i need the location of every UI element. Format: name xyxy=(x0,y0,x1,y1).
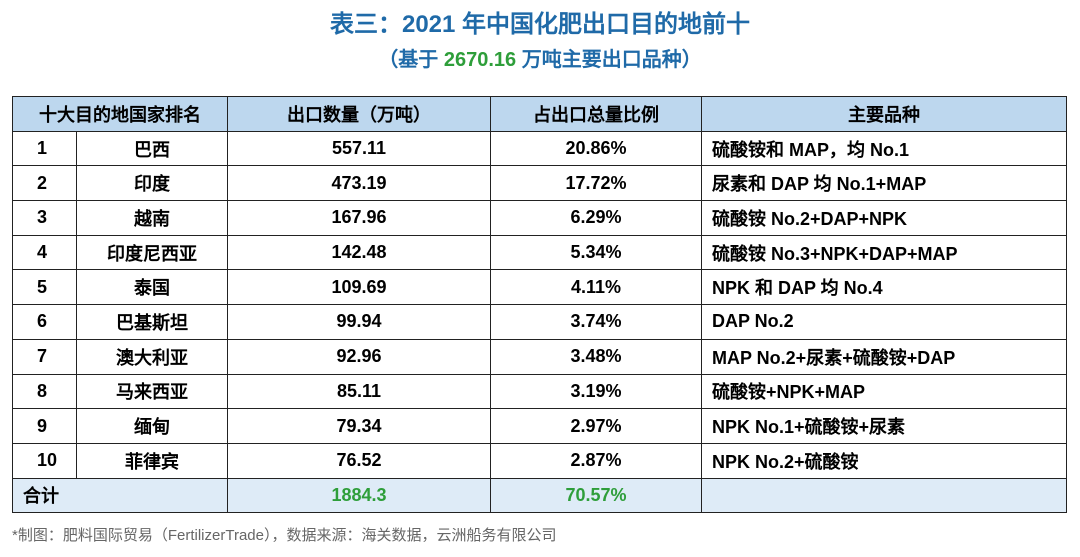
page-subtitle: （基于 2670.16 万吨主要出口品种） xyxy=(0,44,1080,76)
share-cell: 5.34% xyxy=(490,234,702,271)
rank-cell: 4 xyxy=(12,234,77,271)
subtitle-total-value: 2670.16 xyxy=(443,49,517,71)
share-cell: 17.72% xyxy=(490,165,702,202)
share-cell: 3.19% xyxy=(490,373,702,410)
page-title: 表三：2021 年中国化肥出口目的地前十 xyxy=(329,11,751,38)
rank-cell: 1 xyxy=(12,130,77,167)
total-row: 合计 1884.3 70.57% xyxy=(12,477,1067,514)
share-cell: 2.97% xyxy=(490,408,702,444)
rank-cell: 5 xyxy=(12,269,77,306)
country-cell: 巴西 xyxy=(76,130,228,167)
rank-cell: 8 xyxy=(12,373,77,410)
main-types-cell: 尿素和 DAP 均 No.1+MAP xyxy=(701,165,1067,202)
quantity-cell: 85.11 xyxy=(227,373,491,410)
quantity-cell: 76.52 xyxy=(227,442,491,479)
share-cell: 6.29% xyxy=(490,200,702,236)
main-types-cell: MAP No.2+尿素+硫酸铵+DAP xyxy=(701,338,1067,375)
country-cell: 泰国 xyxy=(76,269,228,306)
quantity-cell: 557.11 xyxy=(227,130,491,167)
main-types-cell: 硫酸铵 No.3+NPK+DAP+MAP xyxy=(701,234,1067,271)
table-row: 4 印度尼西亚 142.48 5.34% 硫酸铵 No.3+NPK+DAP+MAP xyxy=(12,234,1067,271)
header-quantity: 出口数量（万吨） xyxy=(227,96,491,132)
subtitle-suffix: 万吨主要出口品种） xyxy=(516,49,702,71)
country-cell: 印度 xyxy=(76,165,228,202)
main-types-cell: NPK 和 DAP 均 No.4 xyxy=(701,269,1067,306)
rank-cell: 6 xyxy=(12,304,77,340)
share-cell: 4.11% xyxy=(490,269,702,306)
main-types-cell: DAP No.2 xyxy=(701,304,1067,340)
main-types-cell: 硫酸铵 No.2+DAP+NPK xyxy=(701,200,1067,236)
main-types-cell: 硫酸铵+NPK+MAP xyxy=(701,373,1067,410)
header-main-types: 主要品种 xyxy=(701,96,1067,132)
table-row: 10 菲律宾 76.52 2.87% NPK No.2+硫酸铵 xyxy=(12,442,1067,479)
main-types-cell: NPK No.2+硫酸铵 xyxy=(701,442,1067,479)
table-body: 1 巴西 557.11 20.86% 硫酸铵和 MAP，均 No.1 2 印度 473.19 1… xyxy=(12,130,1067,514)
rank-cell: 3 xyxy=(12,200,77,236)
total-share: 70.57% xyxy=(490,477,702,514)
table-row: 6 巴基斯坦 99.94 3.74% DAP No.2 xyxy=(12,304,1067,340)
table-header-row: 十大目的地国家排名 出口数量（万吨） 占出口总量比例 主要品种 xyxy=(12,96,1067,132)
share-cell: 3.48% xyxy=(490,338,702,375)
main-types-cell: 硫酸铵和 MAP，均 No.1 xyxy=(701,130,1067,167)
quantity-cell: 99.94 xyxy=(227,304,491,340)
total-label: 合计 xyxy=(12,477,228,514)
country-cell: 菲律宾 xyxy=(76,442,228,479)
export-destination-table: 十大目的地国家排名 出口数量（万吨） 占出口总量比例 主要品种 1 巴西 557.1… xyxy=(12,96,1067,514)
table-row: 5 泰国 109.69 4.11% NPK 和 DAP 均 No.4 xyxy=(12,269,1067,306)
total-quantity: 1884.3 xyxy=(227,477,491,514)
country-cell: 印度尼西亚 xyxy=(76,234,228,271)
country-cell: 缅甸 xyxy=(76,408,228,444)
quantity-cell: 142.48 xyxy=(227,234,491,271)
header-share: 占出口总量比例 xyxy=(490,96,702,132)
country-cell: 越南 xyxy=(76,200,228,236)
share-cell: 20.86% xyxy=(490,130,702,167)
country-cell: 巴基斯坦 xyxy=(76,304,228,340)
table-row: 2 印度 473.19 17.72% 尿素和 DAP 均 No.1+MAP xyxy=(12,165,1067,202)
quantity-cell: 79.34 xyxy=(227,408,491,444)
table-row: 9 缅甸 79.34 2.97% NPK No.1+硫酸铵+尿素 xyxy=(12,408,1067,444)
share-cell: 3.74% xyxy=(490,304,702,340)
quantity-cell: 109.69 xyxy=(227,269,491,306)
table-row: 1 巴西 557.11 20.86% 硫酸铵和 MAP，均 No.1 xyxy=(12,130,1067,167)
rank-cell: 2 xyxy=(12,165,77,202)
main-types-cell: NPK No.1+硫酸铵+尿素 xyxy=(701,408,1067,444)
total-types-empty xyxy=(701,477,1067,514)
quantity-cell: 92.96 xyxy=(227,338,491,375)
rank-cell: 10 xyxy=(12,442,77,479)
source-footnote: *制图：肥料国际贸易（FertilizerTrade），数据来源：海关数据，云洲… xyxy=(12,527,557,544)
table-row: 8 马来西亚 85.11 3.19% 硫酸铵+NPK+MAP xyxy=(12,373,1067,410)
table-row: 3 越南 167.96 6.29% 硫酸铵 No.2+DAP+NPK xyxy=(12,200,1067,236)
table-row: 7 澳大利亚 92.96 3.48% MAP No.2+尿素+硫酸铵+DAP xyxy=(12,338,1067,375)
header-rank-country: 十大目的地国家排名 xyxy=(12,96,228,132)
quantity-cell: 473.19 xyxy=(227,165,491,202)
share-cell: 2.87% xyxy=(490,442,702,479)
country-cell: 马来西亚 xyxy=(76,373,228,410)
rank-cell: 9 xyxy=(12,408,77,444)
rank-cell: 7 xyxy=(12,338,77,375)
subtitle-prefix: （基于 xyxy=(378,49,444,71)
quantity-cell: 167.96 xyxy=(227,200,491,236)
country-cell: 澳大利亚 xyxy=(76,338,228,375)
